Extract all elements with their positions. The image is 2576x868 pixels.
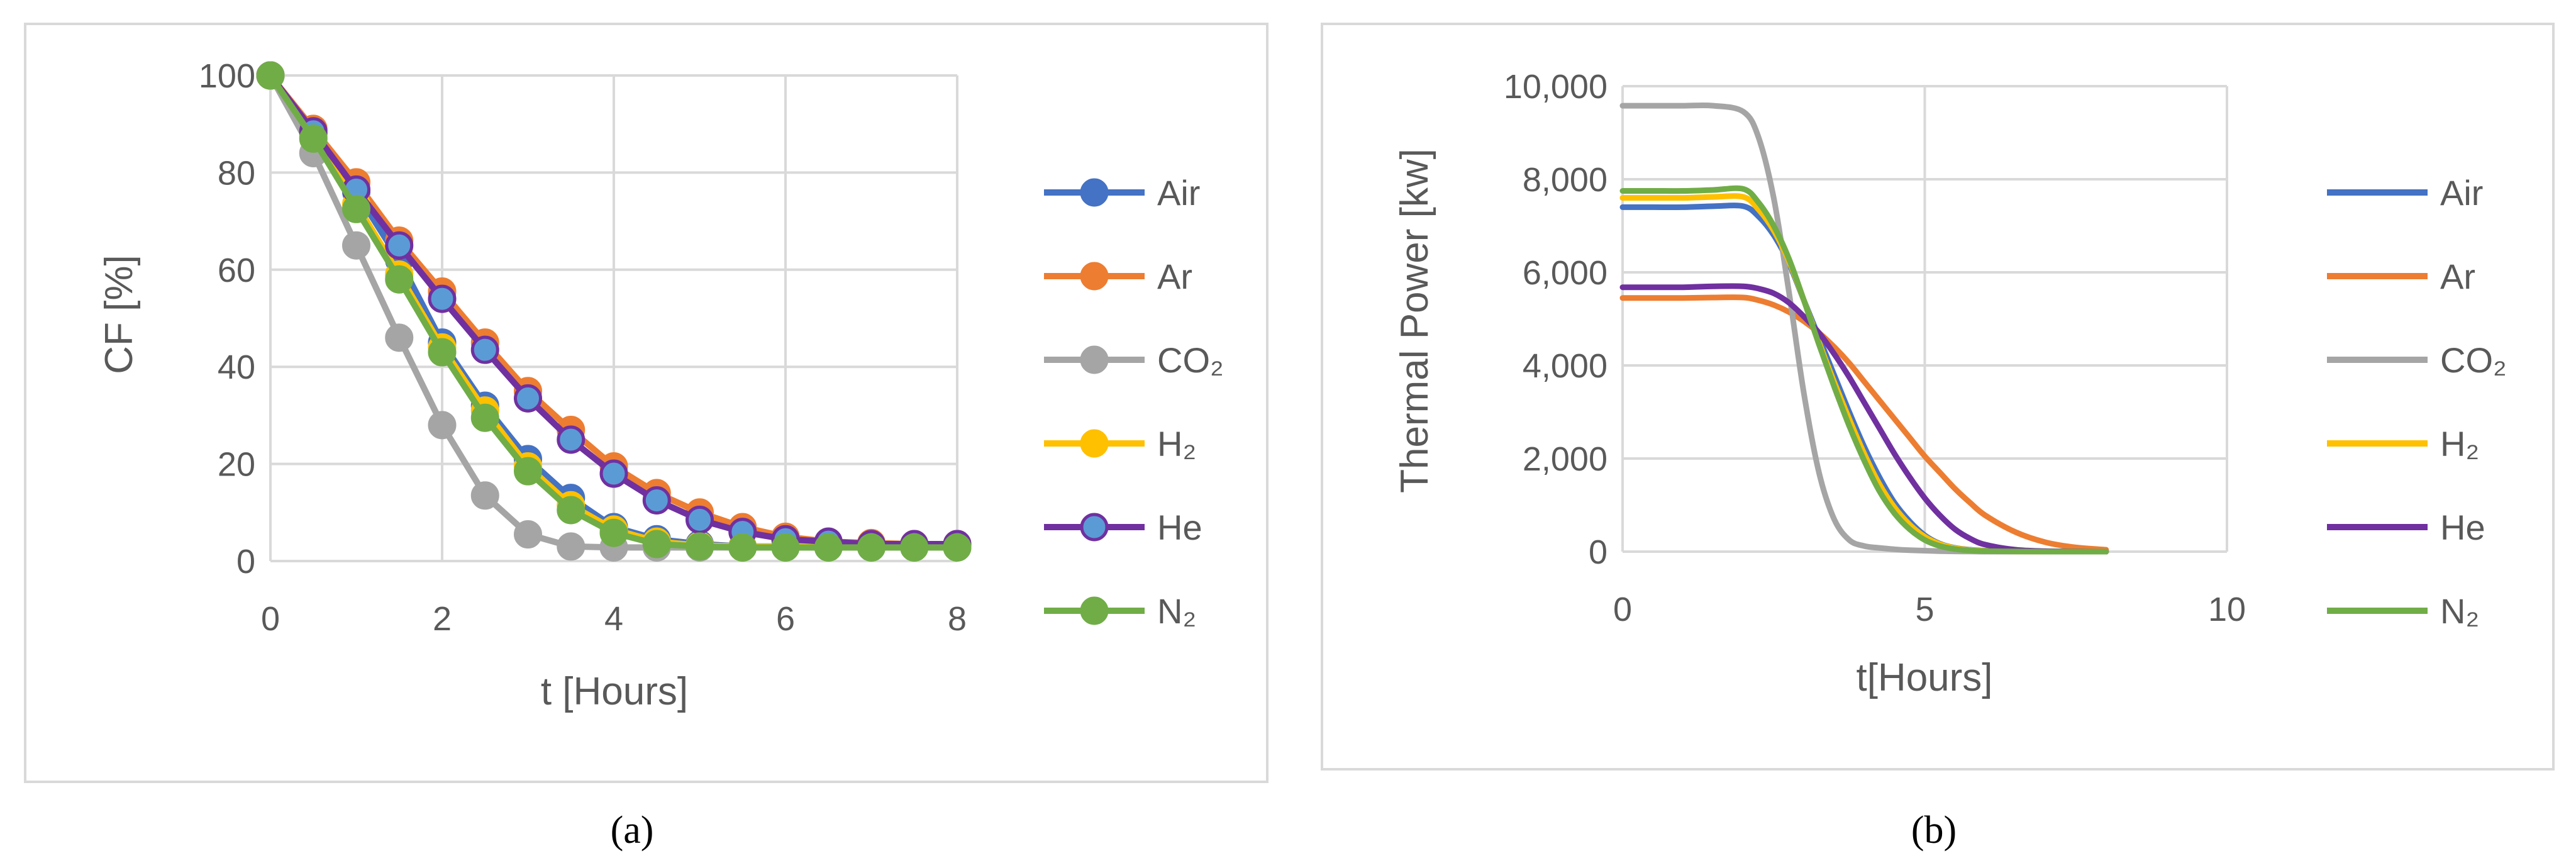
chart-b-series <box>1619 102 2109 555</box>
panel-a-label: (a) <box>611 809 654 852</box>
chart-a-series-4-point <box>686 505 714 534</box>
chart-a-xlabel: t [Hours] <box>541 670 688 713</box>
chart-b-xtick-label: 10 <box>2208 591 2246 628</box>
chart-a-legend-marker-4 <box>1080 513 1109 542</box>
chart-a-series-5-point <box>428 338 457 367</box>
chart-a-legend-label-0: Air <box>1157 173 1200 213</box>
chart-b-ytick-label: 4,000 <box>1523 347 1607 385</box>
chart-a-series-4-point <box>385 231 414 260</box>
chart-a-series-4-point <box>428 284 457 313</box>
chart-a-series-5-point <box>514 457 542 486</box>
chart-a-series-5-point <box>642 530 671 559</box>
chart-a-series-5-point <box>943 533 972 562</box>
chart-a-legend-label-5: N₂ <box>1157 591 1196 631</box>
chart-a-series-4-point <box>470 335 499 364</box>
chart-a-series-4-point <box>599 459 628 488</box>
chart-b-ytick-label: 10,000 <box>1504 68 1607 106</box>
chart-b-tick-labels: 0 2,000 4,000 6,000 8,000 10,000 0 5 10 <box>1504 68 2246 628</box>
chart-b-legend-label-1: Ar <box>2440 257 2475 296</box>
panel-b-label: (b) <box>1911 809 1957 852</box>
chart-a-legend-marker-2 <box>1080 345 1109 374</box>
chart-a-legend-marker-1 <box>1080 262 1109 291</box>
chart-b-legend-label-4: He <box>2440 508 2485 547</box>
chart-b-ytick-label: 8,000 <box>1523 161 1607 199</box>
chart-a-series-2-point <box>428 411 457 440</box>
chart-a-series-2-point <box>514 520 542 549</box>
chart-b-legend-label-0: Air <box>2440 173 2483 213</box>
chart-b-xtick-label: 0 <box>1613 591 1632 628</box>
chart-a-series-2-point <box>470 481 499 510</box>
chart-a-ylabel: CF [%] <box>97 255 141 374</box>
chart-a-series-5-point <box>256 61 285 90</box>
chart-a-tick-labels: 0 20 40 60 80 100 0 2 4 6 8 <box>199 57 967 638</box>
chart-a-ytick-label: 20 <box>218 446 255 484</box>
chart-a-ytick-label: 100 <box>199 57 255 95</box>
chart-a-series-5-point <box>771 533 800 562</box>
chart-a-series-5-point <box>470 403 499 432</box>
chart-panel-a: 0 20 40 60 80 100 0 2 4 6 8 t [Hours] CF [%] Air Ar… <box>24 23 1269 783</box>
chart-a-ytick-label: 40 <box>218 348 255 386</box>
chart-a-series-5-point <box>686 532 714 561</box>
chart-b-series-line-4 <box>1619 283 2109 555</box>
chart-b-border <box>1321 23 2555 771</box>
chart-a-xtick-label: 6 <box>776 600 795 638</box>
chart-a-gridlines <box>269 74 958 562</box>
chart-b-legend-label-2: CO₂ <box>2440 340 2507 380</box>
chart-a-series-5-point <box>900 533 929 562</box>
chart-a-ytick-label: 60 <box>218 252 255 289</box>
chart-a-ytick-label: 0 <box>236 543 255 581</box>
chart-b-series-line-1 <box>1619 294 2109 553</box>
chart-a-series-5-point <box>814 533 843 562</box>
chart-a-series <box>256 61 972 562</box>
chart-a-xtick-label: 4 <box>604 600 623 638</box>
chart-b-legend-label-3: H₂ <box>2440 424 2479 464</box>
chart-a-legend: Air Ar CO₂ H₂ He N₂ <box>1044 173 1224 631</box>
chart-b-xlabel: t[Hours] <box>1856 656 1992 699</box>
chart-b-ytick-label: 2,000 <box>1523 440 1607 478</box>
chart-a-xtick-label: 2 <box>433 600 452 638</box>
chart-a-series-2-point <box>385 323 414 352</box>
chart-a-series-5-point <box>857 533 886 562</box>
chart-a-legend-marker-5 <box>1080 596 1109 625</box>
chart-a-series-5-point <box>728 533 757 562</box>
chart-a-legend-label-3: H₂ <box>1157 424 1196 464</box>
chart-b-ylabel: Thermal Power [kw] <box>1393 148 1436 493</box>
chart-b-xtick-label: 5 <box>1915 591 1934 628</box>
chart-a-series-5-point <box>557 496 586 525</box>
chart-a-legend-marker-0 <box>1080 178 1109 207</box>
chart-panel-b: 0 2,000 4,000 6,000 8,000 10,000 0 5 10 t[Hours]… <box>1321 23 2555 771</box>
chart-a-legend-label-4: He <box>1157 508 1202 547</box>
chart-b-ytick-label: 6,000 <box>1523 254 1607 292</box>
chart-a-series-5-point <box>385 265 414 294</box>
chart-a-ytick-label: 80 <box>218 154 255 192</box>
chart-a-series-2-point <box>342 231 370 260</box>
chart-b-ytick-label: 0 <box>1589 533 1607 571</box>
chart-a-series-4-point <box>514 384 542 413</box>
chart-b-legend-label-5: N₂ <box>2440 591 2479 631</box>
chart-b-legend: Air Ar CO₂ H₂ He N₂ <box>2327 173 2507 631</box>
chart-a-legend-label-1: Ar <box>1157 257 1192 296</box>
chart-a-xtick-label: 8 <box>948 600 967 638</box>
chart-a-xtick-label: 0 <box>261 600 280 638</box>
chart-a-series-5-point <box>342 194 370 223</box>
chart-a-series-4-point <box>642 486 671 515</box>
chart-a-legend-label-2: CO₂ <box>1157 340 1224 380</box>
chart-a-series-5-point <box>599 518 628 547</box>
chart-a-series-2-point <box>557 532 586 561</box>
chart-a-series-5-point <box>299 124 328 153</box>
chart-a-legend-marker-3 <box>1080 429 1109 458</box>
chart-a-border <box>24 23 1269 783</box>
chart-b-series-line-5 <box>1619 185 2109 555</box>
chart-a-series-4-point <box>557 425 586 454</box>
